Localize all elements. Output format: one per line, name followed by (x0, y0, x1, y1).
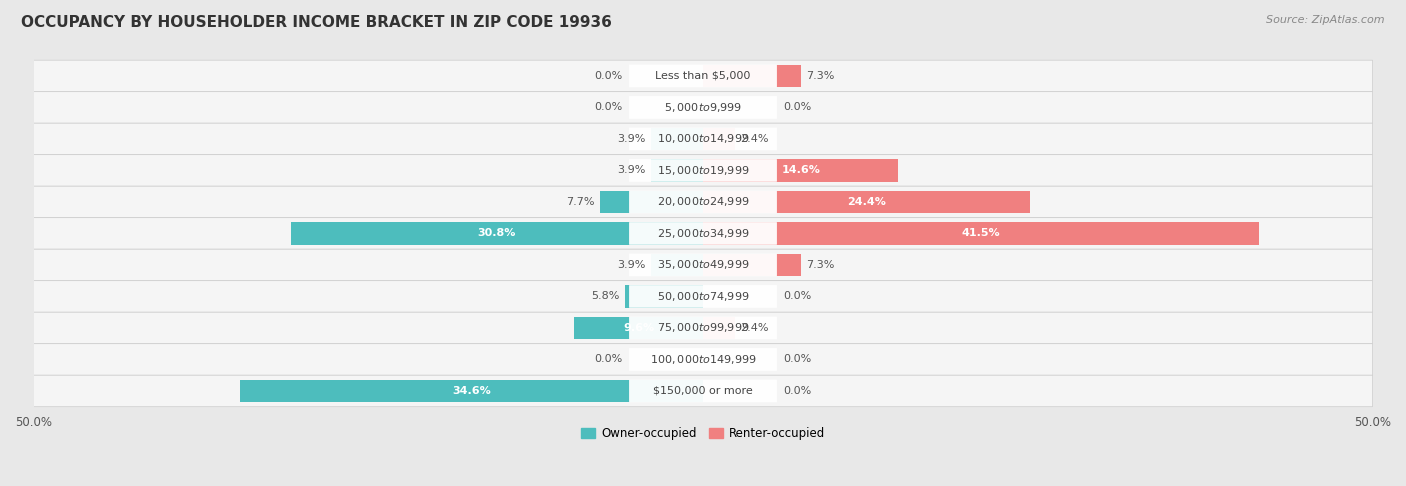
Text: 0.0%: 0.0% (595, 71, 623, 81)
FancyBboxPatch shape (628, 222, 778, 245)
Text: 0.0%: 0.0% (595, 103, 623, 112)
Text: 0.0%: 0.0% (783, 386, 811, 396)
FancyBboxPatch shape (628, 348, 778, 371)
FancyBboxPatch shape (34, 249, 1372, 281)
Text: $25,000 to $34,999: $25,000 to $34,999 (657, 227, 749, 240)
Text: Source: ZipAtlas.com: Source: ZipAtlas.com (1267, 15, 1385, 25)
Text: 34.6%: 34.6% (451, 386, 491, 396)
FancyBboxPatch shape (34, 344, 1372, 375)
FancyBboxPatch shape (34, 312, 1372, 344)
Text: $5,000 to $9,999: $5,000 to $9,999 (664, 101, 742, 114)
Bar (703, 128, 735, 150)
Text: OCCUPANCY BY HOUSEHOLDER INCOME BRACKET IN ZIP CODE 19936: OCCUPANCY BY HOUSEHOLDER INCOME BRACKET … (21, 15, 612, 30)
FancyBboxPatch shape (628, 316, 778, 339)
Bar (600, 191, 703, 213)
Text: Less than $5,000: Less than $5,000 (655, 71, 751, 81)
Bar (651, 159, 703, 182)
Text: $20,000 to $24,999: $20,000 to $24,999 (657, 195, 749, 208)
Bar (626, 285, 703, 308)
Text: 7.3%: 7.3% (806, 260, 835, 270)
Text: 0.0%: 0.0% (783, 292, 811, 301)
Text: $15,000 to $19,999: $15,000 to $19,999 (657, 164, 749, 177)
FancyBboxPatch shape (628, 65, 778, 87)
Text: $150,000 or more: $150,000 or more (654, 386, 752, 396)
FancyBboxPatch shape (628, 159, 778, 182)
FancyBboxPatch shape (628, 96, 778, 119)
Bar (703, 65, 801, 87)
FancyBboxPatch shape (628, 285, 778, 308)
FancyBboxPatch shape (34, 218, 1372, 249)
Text: 9.6%: 9.6% (623, 323, 654, 333)
FancyBboxPatch shape (34, 281, 1372, 312)
Text: 0.0%: 0.0% (783, 354, 811, 364)
Bar (239, 380, 703, 402)
FancyBboxPatch shape (34, 92, 1372, 123)
FancyBboxPatch shape (34, 60, 1372, 92)
Text: 3.9%: 3.9% (617, 134, 645, 144)
Text: $50,000 to $74,999: $50,000 to $74,999 (657, 290, 749, 303)
Bar (703, 254, 801, 276)
Text: 0.0%: 0.0% (783, 103, 811, 112)
FancyBboxPatch shape (34, 123, 1372, 155)
Text: $75,000 to $99,999: $75,000 to $99,999 (657, 321, 749, 334)
Text: 7.7%: 7.7% (567, 197, 595, 207)
FancyBboxPatch shape (628, 191, 778, 213)
Bar (703, 222, 1258, 245)
Text: 0.0%: 0.0% (595, 354, 623, 364)
Text: 3.9%: 3.9% (617, 260, 645, 270)
Bar (651, 128, 703, 150)
Bar (651, 254, 703, 276)
Legend: Owner-occupied, Renter-occupied: Owner-occupied, Renter-occupied (576, 422, 830, 445)
Text: $35,000 to $49,999: $35,000 to $49,999 (657, 259, 749, 272)
Text: 14.6%: 14.6% (782, 165, 820, 175)
FancyBboxPatch shape (34, 375, 1372, 407)
FancyBboxPatch shape (628, 254, 778, 276)
Text: 2.4%: 2.4% (741, 323, 769, 333)
Text: 41.5%: 41.5% (962, 228, 1000, 239)
FancyBboxPatch shape (628, 380, 778, 402)
FancyBboxPatch shape (34, 186, 1372, 218)
Text: 3.9%: 3.9% (617, 165, 645, 175)
FancyBboxPatch shape (628, 128, 778, 150)
Text: 2.4%: 2.4% (741, 134, 769, 144)
Bar (703, 159, 898, 182)
Text: $10,000 to $14,999: $10,000 to $14,999 (657, 133, 749, 145)
Text: $100,000 to $149,999: $100,000 to $149,999 (650, 353, 756, 366)
Text: 7.3%: 7.3% (806, 71, 835, 81)
Bar (575, 316, 703, 339)
FancyBboxPatch shape (34, 155, 1372, 186)
Text: 24.4%: 24.4% (846, 197, 886, 207)
Bar (703, 316, 735, 339)
Text: 5.8%: 5.8% (592, 292, 620, 301)
Text: 30.8%: 30.8% (478, 228, 516, 239)
Bar (291, 222, 703, 245)
Bar (703, 191, 1029, 213)
